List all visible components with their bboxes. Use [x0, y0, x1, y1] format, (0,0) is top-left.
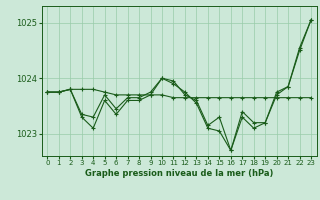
- X-axis label: Graphe pression niveau de la mer (hPa): Graphe pression niveau de la mer (hPa): [85, 169, 273, 178]
